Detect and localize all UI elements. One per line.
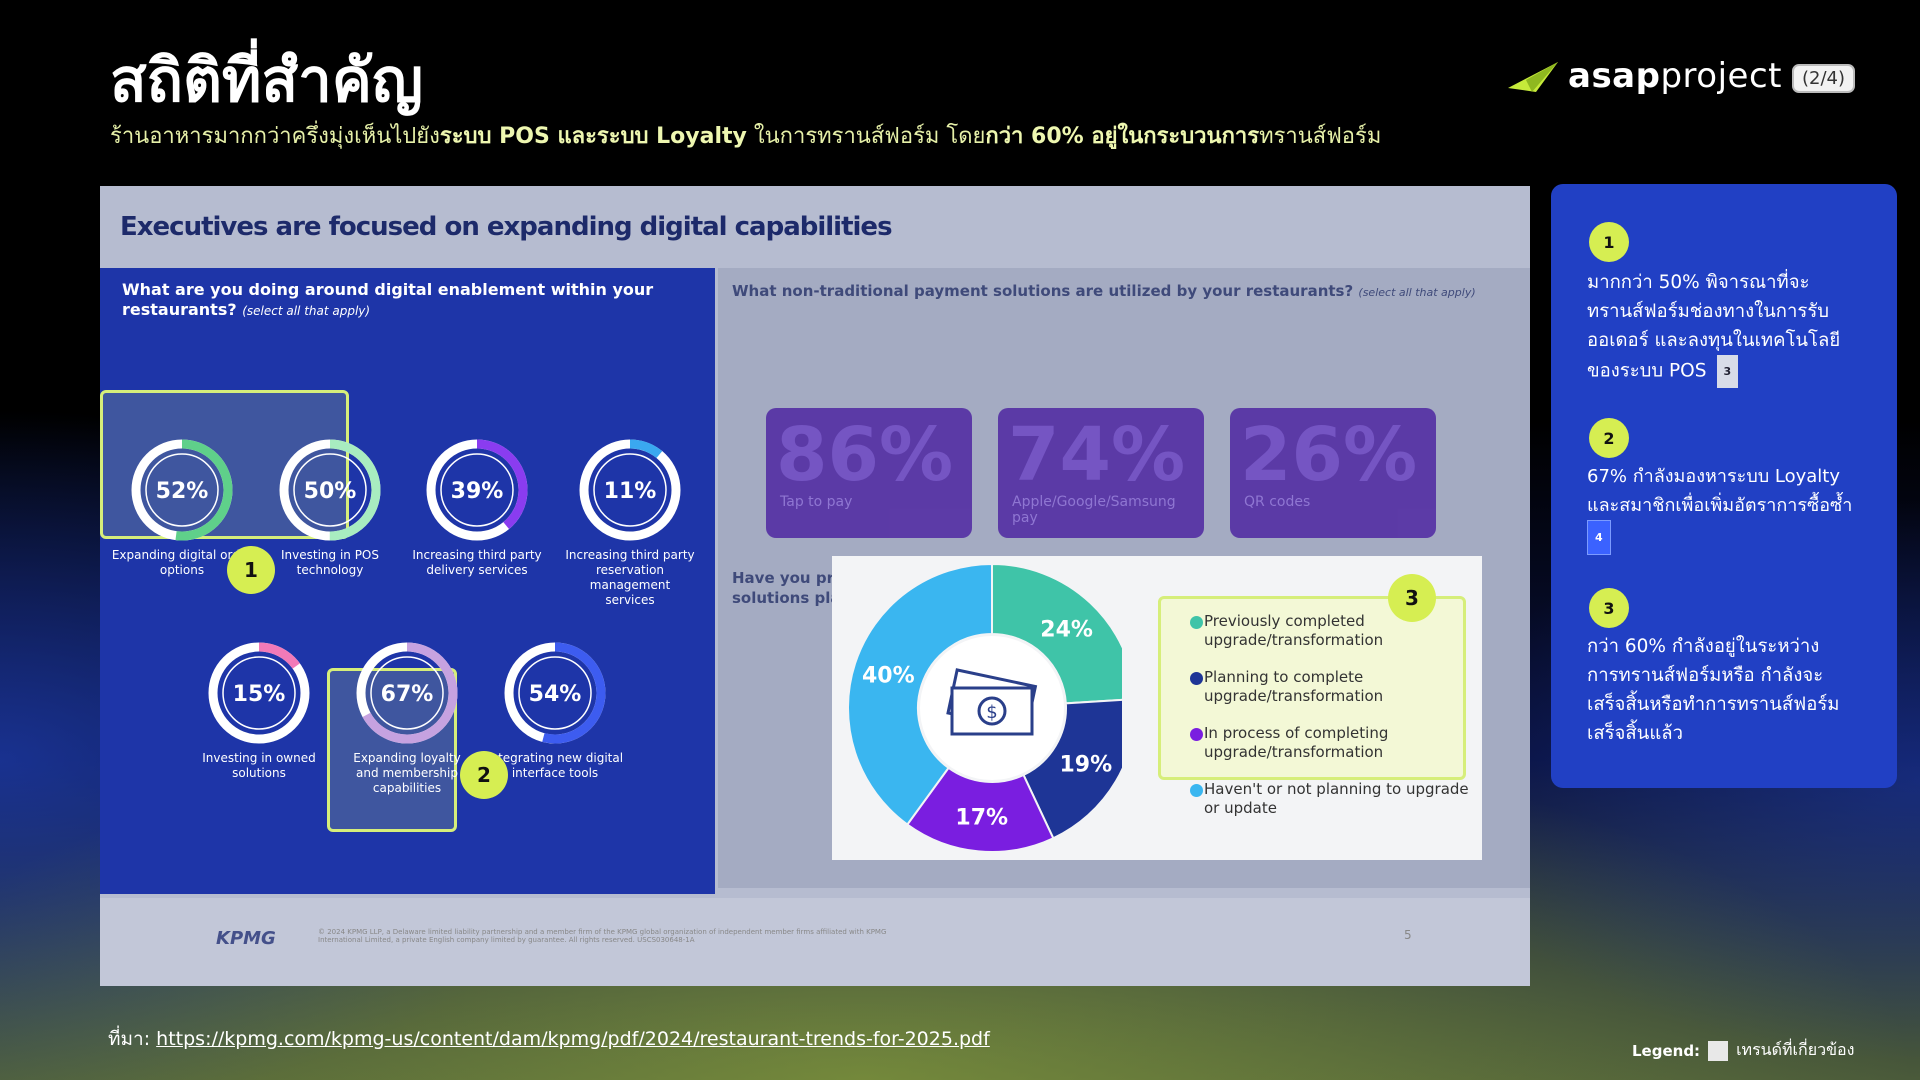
ring-chart: 52% [131,439,233,541]
ring-arc [356,642,458,744]
key-insights-panel: 1 มากกว่า 50% พิจารณาที่จะ ทรานส์ฟอร์มช่… [1551,184,1897,788]
subtitle-highlight: ระบบ POS และระบบ Loyalty [439,124,747,149]
payment-question: What non-traditional payment solutions a… [732,282,1476,300]
callout-badge-3: 3 [1388,574,1436,622]
insight-badge-1: 1 [1589,222,1629,262]
legend-dot [1190,616,1203,629]
payment-card: 86% Tap to pay [766,408,972,538]
subtitle-highlight: กว่า 60% อยู่ในกระบวนการ [985,124,1260,149]
ring-label: Investing in POS technology [280,548,379,577]
highlight-box-2 [327,668,457,832]
trend-ref-tag: 4 [1587,520,1611,555]
ring-chart: 54% [504,642,606,744]
subtitle-text: ในการทรานส์ฟอร์ม โดย [746,124,986,149]
legend-entry: Haven't or not planning to upgrade or upd… [1190,780,1469,818]
ring-arc [504,642,606,744]
legend-swatch [1708,1040,1729,1061]
slice-label: 17% [955,806,1008,831]
ring-arc [208,642,310,744]
slide-heading: Executives are focused on expanding digi… [120,212,893,242]
ring-label: Integrating new digital interface tools [486,751,624,780]
insight-3: กว่า 60% กำลังอยู่ในระหว่าง การทรานส์ฟอร… [1587,636,1840,744]
slice-label: 19% [1059,752,1112,777]
ring-label: Increasing third party delivery services [412,548,542,577]
callout-badge-1: 1 [227,546,275,594]
logo-text: asapproject [1568,56,1782,96]
legend-entry: Planning to complete upgrade/transformati… [1190,668,1383,706]
source-label: ที่มา: [108,1028,151,1050]
ring-arc [579,439,681,541]
ring-value: 11% [604,479,657,504]
ring-chart: 67% [356,642,458,744]
ring-chart: 11% [579,439,681,541]
ring-value: 54% [529,682,582,707]
ring-arc [131,439,233,541]
page-title: สถิติที่สำคัญ [110,46,424,116]
ring-chart: 50% [279,439,381,541]
ring-label: Expanding digital order options [111,548,253,577]
donut-svg: 24% 19% 17% 40% $ [847,562,1137,853]
slide-footer: KPMG © 2024 KPMG LLP, a Delaware limited… [100,898,1530,986]
legend-entry: Previously completed upgrade/transformati… [1190,612,1383,650]
digital-question: What are you doing around digital enable… [122,280,654,319]
brand-logo: asapproject [1508,56,1782,96]
legend-dot [1190,784,1203,797]
ring-label: Increasing third party reservation managem… [565,548,695,607]
insight-badge-3: 3 [1589,588,1629,628]
legend-dot [1190,728,1203,741]
source-citation: ที่มา: https://kpmg.com/kpmg-us/content/… [108,1024,990,1054]
digital-enablement-panel: What are you doing around digital enable… [100,268,715,894]
ring-arc [426,439,528,541]
page-indicator: (2/4) [1792,64,1856,93]
donut-slice [847,562,993,826]
payment-label: QR codes [1244,494,1311,510]
paper-plane-icon [1508,62,1558,92]
legend-dot [1190,672,1203,685]
slice-label: 24% [1040,618,1093,643]
ring-arc [279,439,381,541]
kpmg-logo: KPMG [216,928,276,949]
ring-value: 67% [381,682,434,707]
insight-badge-2: 2 [1589,418,1629,458]
ring-label: Investing in owned solutions [202,751,316,780]
logo-light: project [1660,56,1782,96]
legend-text: เทรนด์ที่เกี่ยวข้อง [1736,1040,1855,1059]
subtitle-text: ร้านอาหารมากกว่าครึ่งมุ่งเห็นไปยัง [110,124,440,149]
ring-value: 52% [156,479,209,504]
insight-2: 67% กำลังมองหาระบบ Loyalty และสมาชิกเพื่… [1587,462,1877,555]
source-link[interactable]: https://kpmg.com/kpmg-us/content/dam/kpm… [156,1028,990,1050]
money-icon: $ [946,668,1038,736]
payment-label: Apple/Google/Samsung pay [1012,494,1176,526]
payment-pct: 26% [1240,412,1418,498]
payment-card: 26% QR codes [1230,408,1436,538]
page-legend: Legend: เทรนด์ที่เกี่ยวข้อง [1632,1038,1854,1063]
insight-1: มากกว่า 50% พิจารณาที่จะ ทรานส์ฟอร์มช่อง… [1587,268,1877,388]
footer-note: © 2024 KPMG LLP, a Delaware limited liab… [318,928,887,944]
footer-page: 5 [1404,928,1412,942]
ring-chart: 15% [208,642,310,744]
svg-text:$: $ [986,702,997,723]
ring-chart: 39% [426,439,528,541]
slice-label: 40% [862,663,915,688]
logo-bold: asap [1568,56,1661,96]
legend-label: Legend: [1632,1041,1701,1060]
ring-label: Expanding loyalty and membership capabilit… [353,751,461,795]
callout-badge-2: 2 [460,751,508,799]
payment-card: 74% Apple/Google/Samsung pay [998,408,1204,538]
upgrade-donut-chart: 24% 19% 17% 40% $ Previously completed upgrad… [832,556,1482,860]
payment-pct: 74% [1008,412,1186,498]
ring-value: 50% [304,479,357,504]
ring-value: 15% [233,682,286,707]
legend-highlight [1158,596,1466,780]
payment-label: Tap to pay [780,494,853,510]
payment-pct: 86% [776,412,954,498]
legend-entry: In process of completing upgrade/transfor… [1190,724,1388,762]
trend-ref-tag: 3 [1716,355,1739,388]
subtitle-text: ทรานส์ฟอร์ม [1259,124,1382,149]
ring-value: 39% [451,479,504,504]
page-subtitle: ร้านอาหารมากกว่าครึ่งมุ่งเห็นไปยังระบบ P… [110,118,1381,153]
